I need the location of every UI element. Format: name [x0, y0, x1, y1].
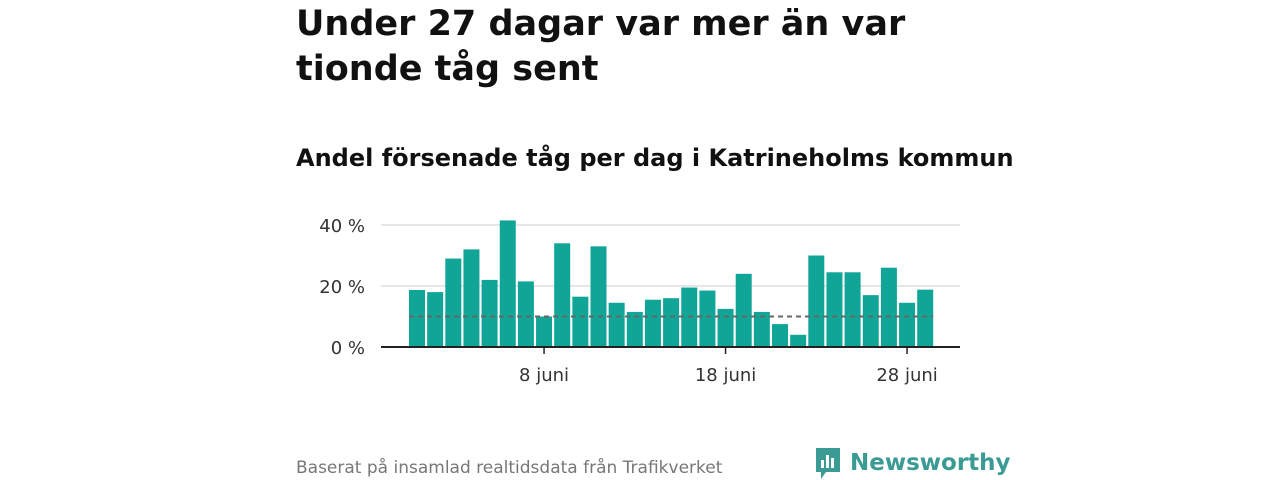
- x-tick-label: 28 juni: [876, 365, 937, 386]
- bar: [790, 334, 807, 347]
- newsworthy-logo[interactable]: Newsworthy: [814, 446, 1011, 480]
- source-note: Baserat på insamlad realtidsdata från Tr…: [296, 458, 723, 478]
- bar: [772, 324, 788, 347]
- bar: [844, 272, 861, 347]
- bar: [608, 302, 625, 347]
- bar: [808, 255, 825, 347]
- bar: [554, 243, 571, 347]
- y-tick-label: 0 %: [331, 338, 365, 359]
- bar: [862, 295, 879, 347]
- bar: [644, 299, 661, 347]
- bar: [572, 296, 589, 347]
- bar: [481, 279, 498, 347]
- bar: [735, 273, 752, 347]
- bar: [463, 249, 480, 347]
- bar-layer: [409, 220, 934, 347]
- bar: [917, 289, 934, 347]
- y-tick-label: 40 %: [319, 216, 365, 237]
- bar: [445, 258, 462, 347]
- x-tick-label: 8 juni: [519, 365, 569, 386]
- bar: [590, 246, 607, 347]
- bar: [699, 290, 716, 347]
- bar: [409, 289, 425, 347]
- bar: [626, 311, 643, 347]
- bar: [517, 281, 534, 347]
- axis-layer: [381, 346, 960, 354]
- chart-subtitle: Andel försenade tåg per dag i Katrinehol…: [296, 144, 1014, 172]
- bar: [826, 272, 843, 347]
- x-tick-label: 18 juni: [695, 365, 756, 386]
- bar: [880, 267, 897, 347]
- y-tick-label: 20 %: [319, 277, 365, 298]
- bar-chart: 0 % 20 % 40 % 8 juni 18 juni 28 juni: [319, 216, 960, 386]
- newsworthy-logo-icon: [816, 448, 840, 479]
- bar: [717, 308, 734, 347]
- bar: [663, 298, 680, 347]
- logo-text: Newsworthy: [850, 450, 1011, 476]
- tick-label-layer: 0 % 20 % 40 % 8 juni 18 juni 28 juni: [319, 216, 938, 386]
- bar: [899, 302, 916, 347]
- bar: [427, 292, 444, 347]
- chart-title: Under 27 dagar var mer än var tionde tåg…: [296, 4, 906, 89]
- bar: [499, 220, 516, 347]
- bar: [753, 311, 770, 347]
- bar: [536, 316, 553, 347]
